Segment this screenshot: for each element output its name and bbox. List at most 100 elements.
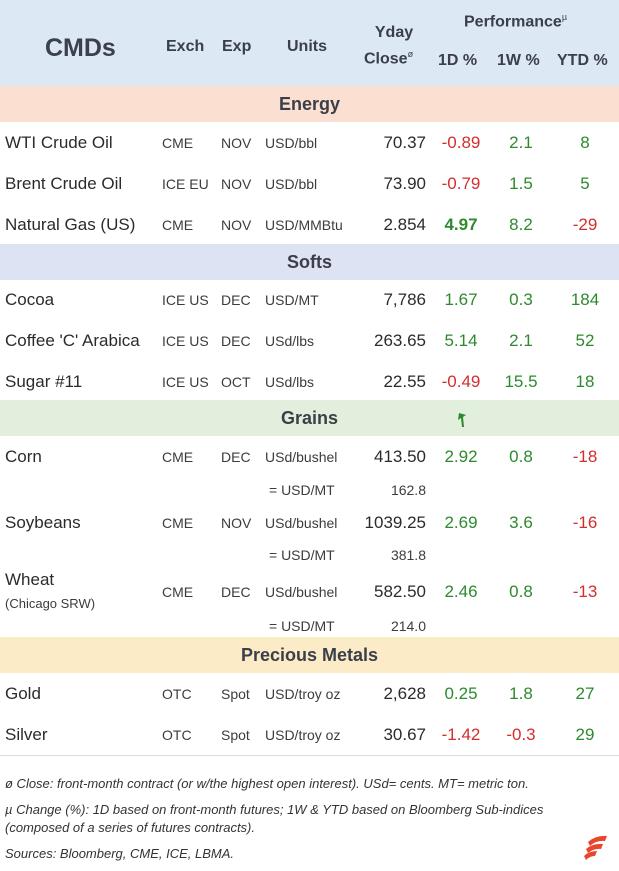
change-1d: 5.14 [444,331,478,350]
exchange: ICE US [162,374,209,390]
exchange: CME [162,217,194,233]
units: USd/bushel [265,584,338,600]
exchange: CME [162,584,194,600]
commodity-name: Sugar #11 [5,372,83,391]
col-header-units: Units [287,38,327,55]
change-1d: -0.49 [441,372,481,391]
commodity-name: Natural Gas (US) [5,215,136,234]
units: USD/bbl [265,135,318,151]
conversion-value: 162.8 [390,482,426,498]
change-1d: -1.42 [441,725,481,744]
commodity-name: WTI Crude Oil [5,133,113,152]
change-1w: 1.5 [509,174,533,193]
commodity-name: Brent Crude Oil [5,174,123,193]
col-header-close: Closeø [364,49,413,68]
change-1d: -0.79 [441,174,481,193]
col-header-exch: Exch [166,38,205,55]
performance-footnote-mark: µ [561,12,568,22]
change-1w: 0.8 [509,582,533,601]
table-row-corn: Corn CME DEC USd/bushel 413.50 2.92 0.8 … [0,442,619,472]
change-ytd: 8 [580,133,590,152]
units: USd/lbs [265,333,315,349]
conversion-label: = USD/MT [269,547,335,563]
table-row-cocoa: Cocoa ICE US DEC USD/MT 7,786 1.67 0.3 1… [0,285,619,315]
expiry: NOV [221,176,252,192]
commodity-name: Corn [5,447,42,466]
change-1d: 2.92 [444,447,478,466]
change-1d: 2.46 [444,582,478,601]
yday-close: 70.37 [383,133,426,152]
units: USd/lbs [265,374,315,390]
yday-close: 2,628 [383,684,426,703]
yday-close: 30.67 [383,725,426,744]
change-1w: 2.1 [509,133,533,152]
change-ytd: 18 [575,372,595,391]
col-header-1w: 1W % [497,52,540,69]
table-row-natgas: Natural Gas (US) CME NOV USD/MMBtu 2.854… [0,210,619,240]
commodity-name: Wheat [5,570,55,589]
table-row-wheat: Wheat CME DEC USd/bushel 582.50 2.46 0.8… [0,570,619,607]
yday-close: 7,786 [383,290,426,309]
commodity-name: Gold [5,684,41,703]
change-ytd: 27 [575,684,595,703]
units: USD/troy oz [265,686,341,702]
commodity-name: Coffee 'C' Arabica [5,331,140,350]
change-1w: 1.8 [509,684,533,703]
exchange: ICE US [162,333,209,349]
table-row-wti: WTI Crude Oil CME NOV USD/bbl 70.37 -0.8… [0,128,619,158]
col-header-yday: Yday [374,24,414,41]
section-grains: Grains [0,400,619,436]
change-1w: 15.5 [504,372,538,391]
col-header-exp: Exp [222,38,252,55]
conversion-label: = USD/MT [269,618,335,634]
conversion-value: 214.0 [390,618,426,634]
change-1w: 2.1 [509,331,533,350]
exchange: ICE US [162,292,209,308]
units: USD/bbl [265,176,318,192]
table-row-soybeans: Soybeans CME NOV USd/bushel 1039.25 2.69… [0,508,619,538]
commodity-subname: (Chicago SRW) [5,596,96,611]
yday-close: 582.50 [374,582,426,601]
exchange: ICE EU [162,176,209,192]
change-ytd: -18 [572,447,598,466]
expiry: Spot [221,727,250,743]
change-ytd: -29 [572,215,598,234]
expiry: DEC [221,584,251,600]
units: USd/bushel [265,449,338,465]
yday-close: 73.90 [383,174,426,193]
col-header-performance-label: Performance [464,13,562,31]
change-ytd: 5 [580,174,590,193]
table-row-coffee: Coffee 'C' Arabica ICE US DEC USd/lbs 26… [0,326,619,356]
cursor-icon [458,413,466,427]
exchange: CME [162,135,194,151]
yday-close: 2.854 [383,215,426,234]
change-ytd: 184 [570,290,600,309]
change-1w: 0.3 [509,290,533,309]
conversion-value: 381.8 [390,547,426,563]
close-footnote-mark: ø [407,49,414,59]
change-ytd: 52 [575,331,595,350]
change-1d: 0.25 [444,684,478,703]
expiry: Spot [221,686,250,702]
commodity-name: Cocoa [5,290,55,309]
expiry: DEC [221,292,251,308]
conversion-label: = USD/MT [269,482,335,498]
col-header-performance: Performanceµ [464,12,567,31]
footnote-sources: Sources: Bloomberg, CME, ICE, LBMA. [5,846,235,861]
change-1d: 1.67 [444,290,478,309]
commodity-name: Silver [5,725,48,744]
units: USD/MMBtu [265,217,343,233]
footer-divider [0,755,619,756]
footnote-change: µ Change (%): 1D based on front-month fu… [5,802,544,835]
table-title: CMDs [45,34,116,62]
expiry: DEC [221,449,251,465]
change-ytd: -16 [572,513,598,532]
yday-close: 263.65 [374,331,426,350]
commodity-name: Soybeans [5,513,81,532]
footnote-close: ø Close: front-month contract (or w/the … [5,776,529,791]
section-precious-metals: Precious Metals [0,637,619,673]
expiry: OCT [221,374,251,390]
exchange: CME [162,515,194,531]
table-header: CMDs Exch Exp Units Yday Closeø Performa… [0,0,619,86]
yday-close: 22.55 [383,372,426,391]
